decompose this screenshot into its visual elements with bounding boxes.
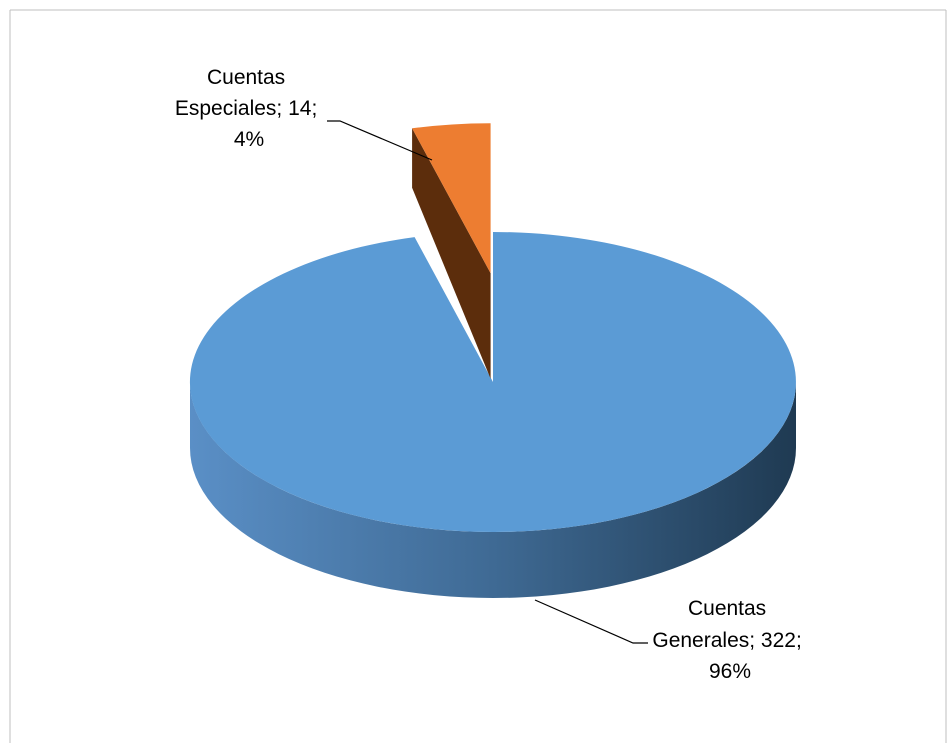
data-label-generales-line-2: Generales; 322; [652, 629, 801, 652]
data-label-especiales-line-3: 4% [234, 128, 264, 151]
leader-line-especiales [327, 120, 433, 161]
data-label-especiales-line-1: Cuentas [207, 66, 285, 89]
leader-line-generales [534, 599, 648, 644]
data-label-especiales-line-2: Especiales; 14; [175, 97, 317, 120]
slice-generales [189, 232, 796, 532]
data-label-generales: Cuentas Generales; 322; 96% [652, 597, 807, 683]
slice-especiales [412, 123, 491, 274]
slice-especiales-side [412, 128, 491, 379]
data-label-generales-line-1: Cuentas [688, 597, 766, 620]
data-label-generales-line-3: 96% [709, 660, 751, 683]
data-label-especiales: Cuentas Especiales; 14; 4% [175, 66, 323, 151]
slice-generales-side [190, 382, 796, 598]
